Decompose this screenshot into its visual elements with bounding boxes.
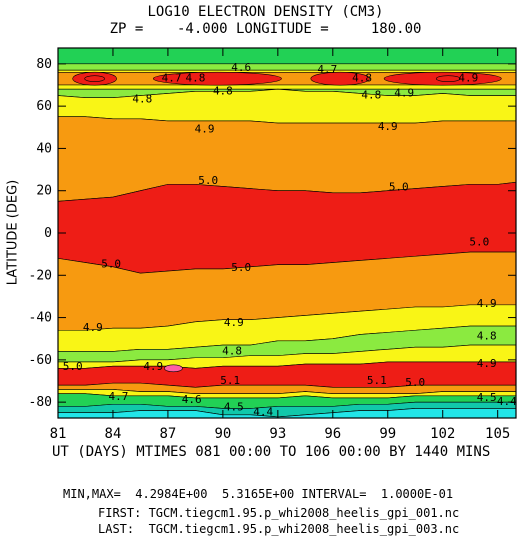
contour-label: 4.6 (231, 61, 251, 74)
y-axis-label: LATITUDE (DEG) (5, 179, 21, 286)
north-red-blob (152, 71, 282, 86)
x-tick-label: 102 (430, 426, 455, 440)
y-tick-label: 40 (36, 141, 52, 156)
contour-label: 4.8 (213, 84, 233, 97)
north-red-blob (310, 71, 370, 86)
chart-title: LOG10 ELECTRON DENSITY (CM3) (147, 4, 384, 20)
chart-subtitle: ZP = -4.000 LONGITUDE = 180.00 (109, 21, 422, 37)
contour-label: 4.8 (222, 344, 242, 357)
contour-label: 4.6 (182, 393, 202, 406)
contour-label: 4.9 (477, 357, 497, 370)
north-contour-ring (84, 75, 105, 82)
x-tick-label: 96 (324, 426, 341, 440)
x-tick-label: 81 (50, 426, 67, 440)
contour-label: 4.8 (352, 72, 372, 85)
y-tick-label: -80 (29, 395, 52, 410)
contour-label: 5.0 (389, 180, 409, 193)
contour-label: 4.9 (378, 120, 398, 133)
band-north-lightgreen (57, 63, 517, 71)
contour-label: 4.9 (224, 316, 244, 329)
contour-label: 4.9 (477, 297, 497, 310)
y-tick-label: 80 (36, 57, 52, 72)
y-tick-label: -60 (29, 353, 52, 368)
contour-label: 5.0 (101, 258, 121, 271)
contour-label: 4.5 (477, 391, 497, 404)
contour-label: 4.4 (497, 395, 517, 408)
north-contour-ring (435, 75, 461, 82)
contour-label: 4.9 (394, 86, 414, 99)
contour-label: 4.8 (361, 89, 381, 102)
contour-label: 5.0 (231, 261, 251, 274)
x-axis-label: UT (DAYS) MTIMES 081 00:00 TO 106 00:00 … (52, 444, 491, 460)
contour-chart: 4.7 4.84.6 4.74.8 4.94.84.8 4.8 4.94.9 4.95.0 5… (29, 47, 517, 440)
contour-label: 4.7 (317, 63, 337, 76)
contour-label: 4.7 (109, 390, 129, 403)
x-tick-label: 93 (269, 426, 286, 440)
contour-label: 4.9 (458, 72, 478, 85)
contour-label: 5.0 (405, 376, 425, 389)
x-tick-label: 84 (105, 426, 122, 440)
south-pink-max (164, 364, 183, 373)
y-tick-label: 20 (36, 184, 52, 199)
contour-label: 5.0 (63, 360, 83, 373)
contour-label: 4.9 (83, 321, 103, 334)
contour-label: 4.9 (143, 360, 163, 373)
contour-label: 5.0 (469, 235, 489, 248)
last-file-text: LAST: TGCM.tiegcm1.95.p_whi2008_heelis_g… (98, 522, 460, 536)
y-tick-label: 60 (36, 99, 52, 114)
y-tick-label: -20 (29, 268, 52, 283)
contour-label: 4.5 (224, 400, 244, 413)
contour-label: 5.0 (198, 174, 218, 187)
x-tick-label: 87 (159, 426, 176, 440)
contour-label: 4.9 (195, 122, 215, 135)
first-file-text: FIRST: TGCM.tiegcm1.95.p_whi2008_heelis_… (98, 506, 460, 520)
contour-label: 4.8 (185, 72, 205, 85)
minmax-text: MIN,MAX= 4.2984E+00 5.3165E+00 INTERVAL=… (63, 487, 454, 501)
north-red-blob (383, 71, 502, 86)
contour-label: 4.4 (253, 406, 273, 419)
band-north-yellow-2 (57, 84, 517, 90)
north-red-blob (72, 71, 117, 86)
band-north-green-edge (57, 47, 517, 65)
x-tick-label: 99 (379, 426, 396, 440)
x-tick-label: 105 (485, 426, 510, 440)
contour-label: 5.1 (367, 374, 387, 387)
x-tick-label: 90 (214, 426, 231, 440)
contour-label: 4.7 (162, 72, 182, 85)
y-tick-label: -40 (29, 311, 52, 326)
y-tick-label: 0 (44, 226, 52, 241)
contour-label: 5.1 (220, 374, 240, 387)
contour-label: 4.8 (477, 330, 497, 343)
contour-label: 4.8 (132, 93, 152, 106)
